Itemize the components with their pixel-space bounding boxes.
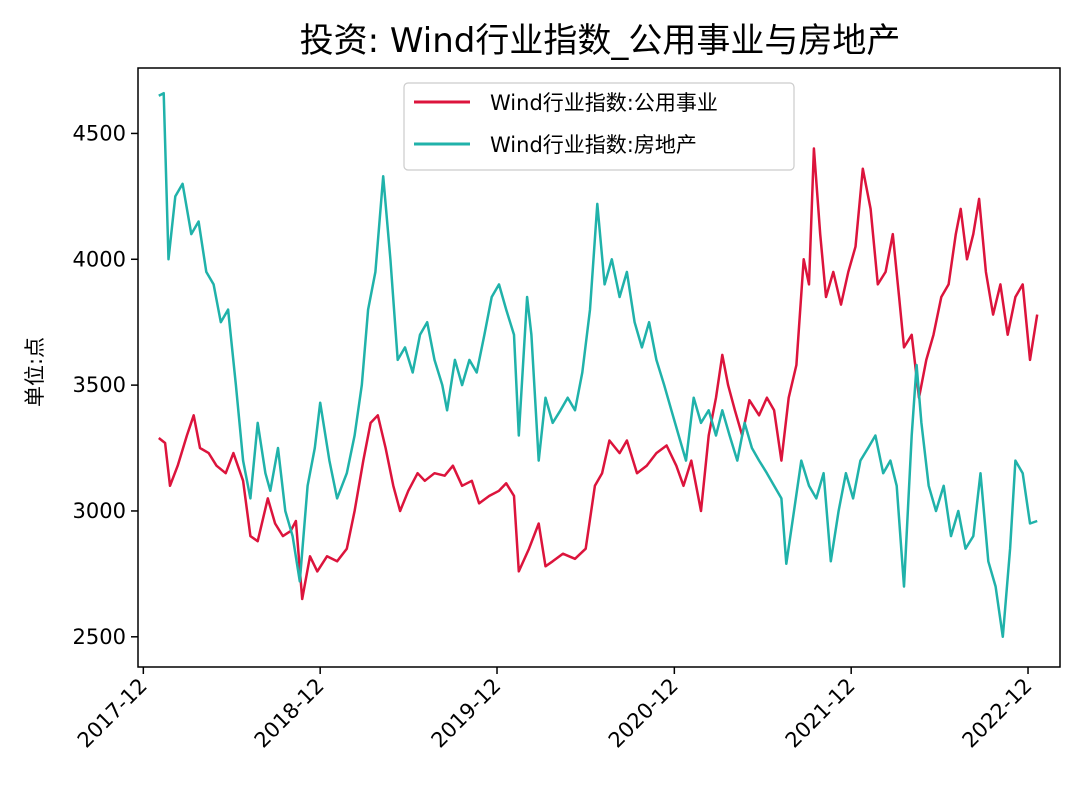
- legend-label-2: Wind行业指数:房地产: [490, 133, 697, 157]
- series-line-2: [158, 91, 1038, 639]
- legend-box: [403, 82, 795, 171]
- y-tick-label: 2500: [73, 625, 126, 649]
- plot-frame: [137, 67, 1061, 668]
- chart-title: 投资: Wind行业指数_公用事业与房地产: [300, 21, 901, 61]
- series-layer: [158, 91, 1039, 639]
- series-line-1: [158, 147, 1039, 601]
- y-tick-label: 3000: [73, 499, 126, 523]
- y-axis-label: 单位:点: [23, 337, 47, 407]
- y-tick-label: 4500: [73, 121, 126, 145]
- y-tick-label: 3500: [73, 373, 126, 397]
- legend-label-1: Wind行业指数:公用事业: [490, 91, 718, 115]
- legend: Wind行业指数:公用事业 Wind行业指数:房地产: [403, 82, 795, 171]
- y-tick-label: 4000: [73, 247, 126, 271]
